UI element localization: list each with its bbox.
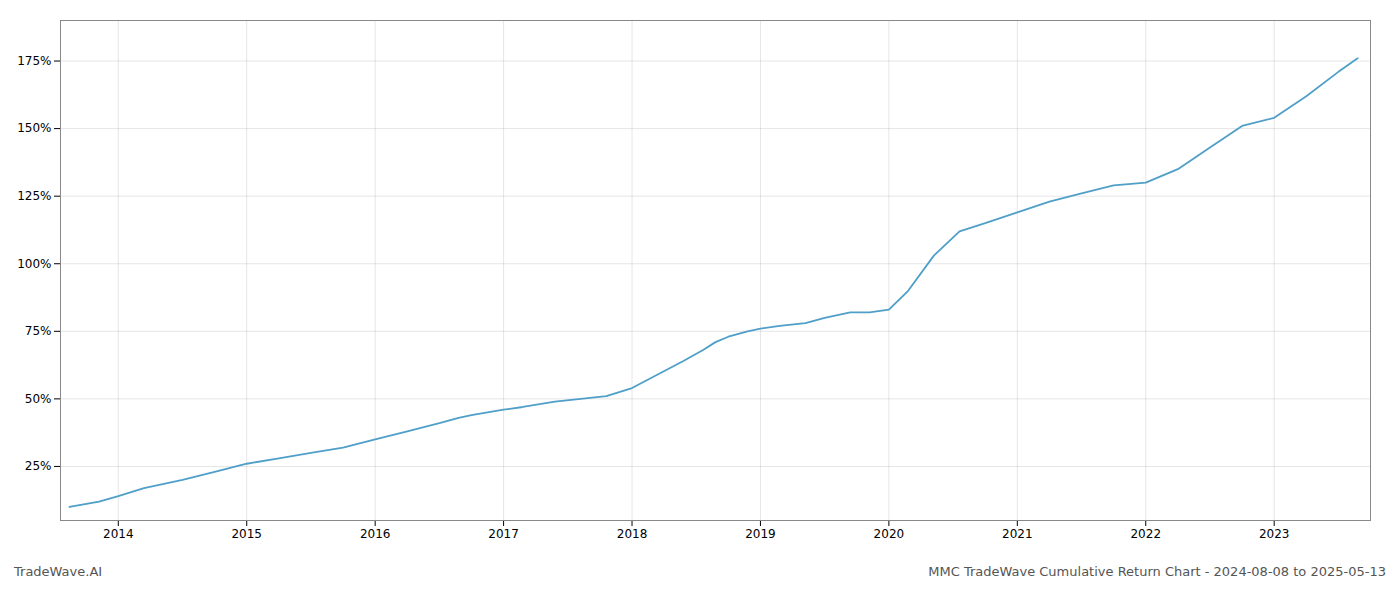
html-text:TradeWave.AI: TradeWave.AI (14, 564, 103, 579)
svg-text:150%: 150% (17, 121, 51, 135)
svg-text:100%: 100% (17, 257, 51, 271)
svg-text:2017: 2017 (488, 527, 519, 541)
svg-text:2020: 2020 (874, 527, 905, 541)
svg-text:2014: 2014 (103, 527, 134, 541)
svg-text:2015: 2015 (231, 527, 262, 541)
svg-text:75%: 75% (25, 324, 52, 338)
svg-text:2021: 2021 (1002, 527, 1033, 541)
svg-text:2019: 2019 (745, 527, 776, 541)
svg-text:175%: 175% (17, 54, 51, 68)
svg-text:50%: 50% (25, 392, 52, 406)
svg-text:2018: 2018 (617, 527, 648, 541)
svg-text:2022: 2022 (1130, 527, 1161, 541)
svg-text:125%: 125% (17, 189, 51, 203)
svg-text:2023: 2023 (1259, 527, 1290, 541)
svg-text:25%: 25% (25, 459, 52, 473)
svg-text:2016: 2016 (360, 527, 391, 541)
html-text:MMC TradeWave Cumulative Retur: MMC TradeWave Cumulative Return Chart - … (928, 564, 1386, 579)
